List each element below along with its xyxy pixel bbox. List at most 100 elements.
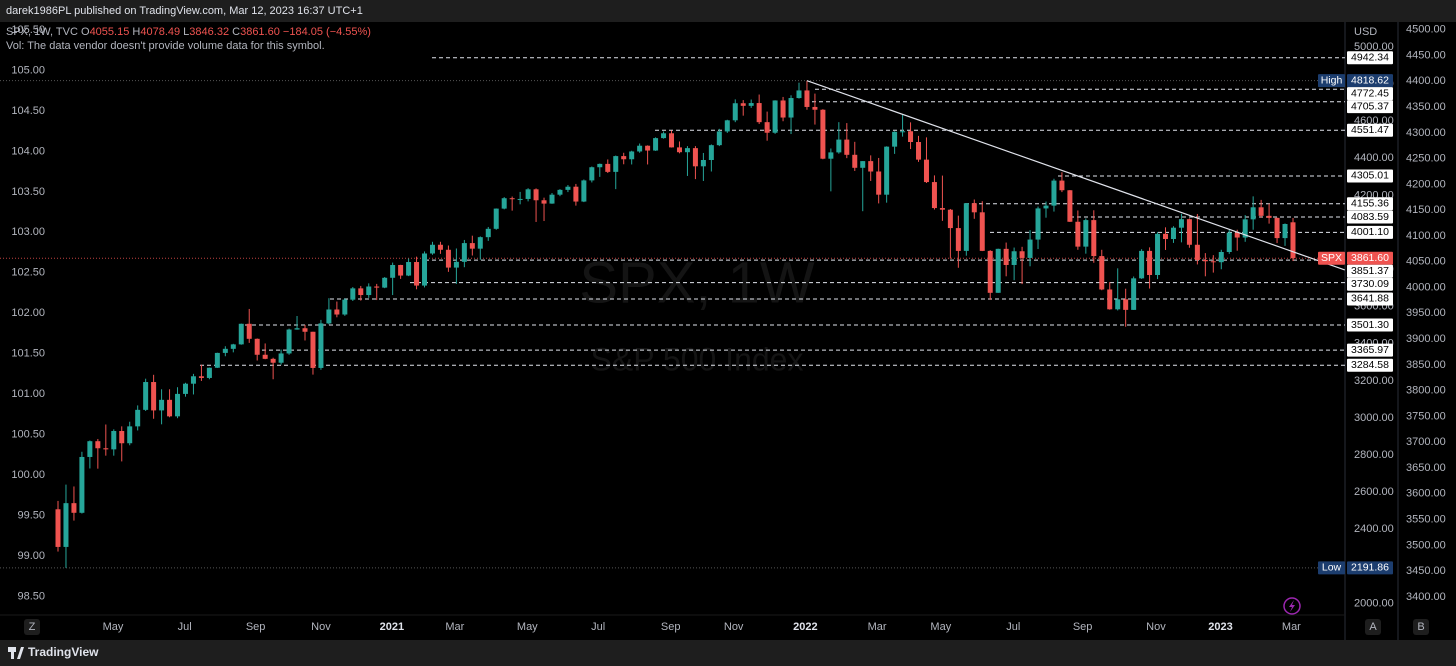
y2-tick-label: 3700.00 <box>1406 436 1446 448</box>
currency: USD <box>1354 26 1377 38</box>
x-tick-label: May <box>103 621 124 633</box>
candle-body <box>1155 233 1161 276</box>
candle-body <box>214 352 220 368</box>
candle-body <box>1242 219 1248 238</box>
candle-body <box>573 186 579 202</box>
legend-change: −184.05 (−4.55%) <box>283 26 371 38</box>
candle-body <box>190 376 196 384</box>
price-label-box <box>1347 358 1393 372</box>
y2-tick-label: 3800.00 <box>1406 385 1446 397</box>
y2-tick-label: 4500.00 <box>1406 24 1446 36</box>
price-label: 3501.30 <box>1351 319 1389 331</box>
candle-body <box>366 286 372 296</box>
price-label-box <box>1347 169 1393 183</box>
candle-body <box>310 331 316 368</box>
price-tag-box <box>1318 74 1345 88</box>
bottom-bar <box>0 640 1456 666</box>
publisher: darek1986PL published on TradingView.com… <box>6 5 363 17</box>
price-label: 4001.10 <box>1351 226 1389 238</box>
zoom-button[interactable] <box>24 619 40 635</box>
event-icon[interactable] <box>1283 597 1301 615</box>
price-label: 4705.37 <box>1351 100 1389 112</box>
y2-tick-label: 3650.00 <box>1406 462 1446 474</box>
price-label-box <box>1347 51 1393 65</box>
price-label-box <box>1347 74 1393 88</box>
x-tick-label: May <box>517 621 538 633</box>
candle-body <box>111 430 117 450</box>
left-tick-label: 104.50 <box>11 105 45 117</box>
candle-body <box>836 139 842 153</box>
candle-body <box>947 209 953 229</box>
candle-body <box>302 328 308 332</box>
auto-label[interactable]: A <box>1369 621 1377 633</box>
price-label-box <box>1347 87 1393 101</box>
y-tick-label: 2000.00 <box>1354 597 1394 609</box>
candle-body <box>151 382 157 411</box>
candle-body <box>206 367 212 378</box>
candle-body <box>445 249 451 268</box>
candle-body <box>103 448 109 450</box>
candle-body <box>963 203 969 251</box>
price-label-box <box>1347 292 1393 306</box>
legend-prefix: O <box>81 26 90 38</box>
candle-body <box>1147 250 1153 276</box>
zoom-label[interactable]: Z <box>29 621 36 633</box>
candle-body <box>987 250 993 293</box>
x-tick-label: Nov <box>724 621 744 633</box>
candle-body <box>222 348 228 353</box>
candle-body <box>884 146 890 195</box>
candle-body <box>812 106 818 110</box>
price-label-box <box>1347 225 1393 239</box>
y-tick-label: 3000.00 <box>1354 412 1394 424</box>
left-tick-label: 104.00 <box>11 145 45 157</box>
candle-body <box>135 409 141 427</box>
candle-body <box>748 103 754 106</box>
price-label-box <box>1347 210 1393 224</box>
price-label: 4942.34 <box>1351 52 1389 64</box>
brand-logo <box>8 647 24 659</box>
candle-body <box>533 189 539 201</box>
legend-prefix: C <box>232 26 240 38</box>
left-tick-label: 100.00 <box>11 469 45 481</box>
y2-tick-label: 3900.00 <box>1406 333 1446 345</box>
candle-body <box>1274 217 1280 239</box>
candle-body <box>844 139 850 155</box>
candle-body <box>892 131 898 147</box>
y2-tick-label: 3550.00 <box>1406 514 1446 526</box>
candle-body <box>175 393 181 417</box>
candle-body <box>1083 220 1089 247</box>
y2-tick-label: 4150.00 <box>1406 204 1446 216</box>
candle-body <box>127 426 133 444</box>
candle-body <box>254 338 260 355</box>
candle-body <box>358 288 364 296</box>
b-button[interactable] <box>1413 619 1429 635</box>
brand: TradingView <box>28 645 99 659</box>
candle-body <box>955 228 961 251</box>
candle-body <box>294 328 300 330</box>
legend: SPX, 1W, TVC O4055.15 H4078.49 L3846.32 … <box>6 26 371 38</box>
candle-body <box>1107 289 1113 310</box>
candle-body <box>71 503 77 513</box>
candle-body <box>1258 207 1264 216</box>
candle-body <box>374 286 380 288</box>
candle-body <box>541 200 547 204</box>
price-label: 4083.59 <box>1351 211 1389 223</box>
candle-body <box>182 383 188 394</box>
candle-body <box>1131 278 1137 310</box>
left-tick-label: 105.50 <box>11 24 45 36</box>
candle-body <box>390 264 396 278</box>
candle-body <box>517 198 523 200</box>
b-label[interactable]: B <box>1417 621 1424 633</box>
x-tick-label: Mar <box>868 621 887 633</box>
price-label: 3641.88 <box>1351 293 1389 305</box>
candle-body <box>1202 259 1208 262</box>
candle-body <box>676 147 682 153</box>
candle-body <box>382 277 388 288</box>
x-tick-label: Sep <box>246 621 266 633</box>
candle-body <box>1003 248 1009 265</box>
y2-tick-label: 3400.00 <box>1406 591 1446 603</box>
auto-button[interactable] <box>1365 619 1381 635</box>
y-tick-label: 2800.00 <box>1354 449 1394 461</box>
candle-body <box>1178 219 1184 228</box>
